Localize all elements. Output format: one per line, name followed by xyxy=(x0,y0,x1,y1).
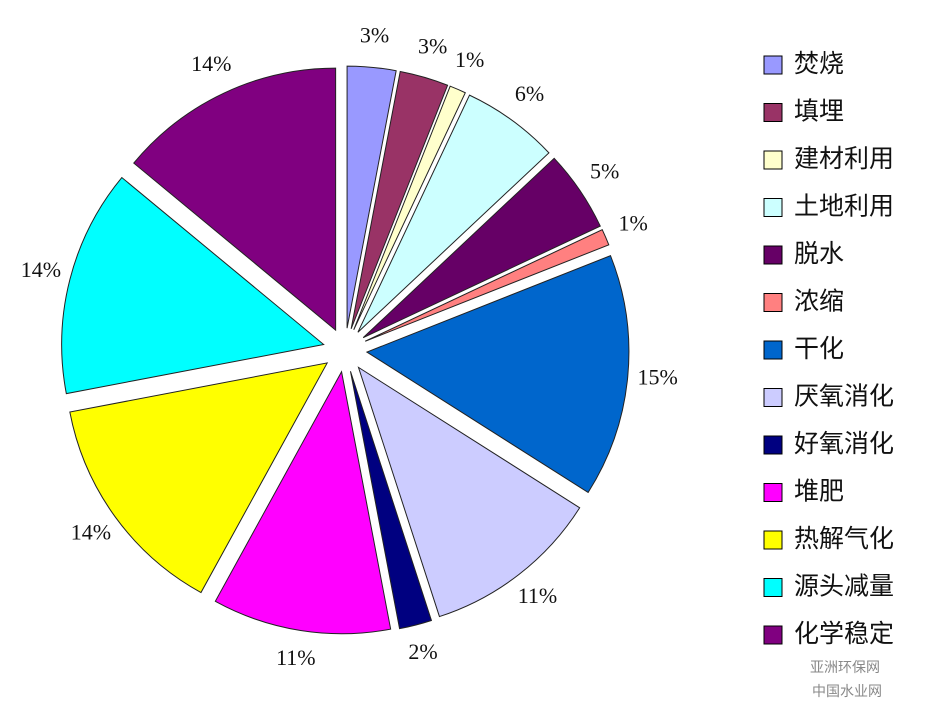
legend-label: 填埋 xyxy=(794,97,844,126)
legend-swatch xyxy=(763,578,783,597)
legend-label: 厌氧消化 xyxy=(794,382,894,411)
data-label: 3% xyxy=(360,22,389,47)
legend-swatch xyxy=(763,198,783,217)
pie-slice xyxy=(350,70,449,330)
legend-label: 热解气化 xyxy=(794,524,894,553)
pie-slice xyxy=(364,229,610,342)
legend-swatch xyxy=(763,293,783,312)
data-label: 14% xyxy=(191,51,231,76)
data-label: 15% xyxy=(637,365,677,390)
legend-label: 浓缩 xyxy=(794,287,844,316)
pie-slice xyxy=(61,176,325,395)
data-label: 3% xyxy=(418,34,447,59)
legend-label: 土地利用 xyxy=(794,192,894,221)
legend-label: 源头减量 xyxy=(794,572,894,601)
pie-slice xyxy=(346,65,397,329)
data-label: 6% xyxy=(515,81,544,106)
legend-label: 建材利用 xyxy=(794,144,894,173)
legend-swatch xyxy=(763,625,783,645)
legend-label: 堆肥 xyxy=(794,477,844,506)
data-label: 11% xyxy=(276,645,316,670)
pie-slice xyxy=(357,366,581,618)
legend-label: 焚烧 xyxy=(794,49,844,78)
legend-label: 脱水 xyxy=(794,239,844,268)
pie-slice xyxy=(349,371,433,630)
data-label: 14% xyxy=(71,520,111,545)
legend-swatch xyxy=(763,435,783,455)
data-label: 5% xyxy=(590,159,619,184)
data-label: 1% xyxy=(619,210,648,235)
legend-swatch xyxy=(763,483,783,502)
legend-swatch xyxy=(763,55,783,75)
pie-slice xyxy=(69,362,329,594)
data-label: 11% xyxy=(518,583,558,608)
legend-label: 干化 xyxy=(794,334,844,363)
data-label: 2% xyxy=(408,639,437,664)
legend-label: 好氧消化 xyxy=(794,429,894,458)
legend-swatch xyxy=(763,388,783,407)
legend-swatch xyxy=(763,340,783,360)
legend-swatch xyxy=(763,245,783,265)
watermark: 中国水业网 xyxy=(812,684,882,700)
pie-slice xyxy=(357,94,550,333)
watermark: 亚洲环保网 xyxy=(810,660,880,676)
legend-swatch xyxy=(763,150,783,170)
data-label: 14% xyxy=(21,257,61,282)
legend-swatch xyxy=(763,530,783,550)
data-label: 1% xyxy=(455,47,484,72)
pie-slice xyxy=(365,254,630,494)
pie-slice xyxy=(362,157,601,339)
legend-label: 化学稳定 xyxy=(794,619,894,648)
pie-slice xyxy=(353,85,466,331)
legend-swatch xyxy=(763,103,783,122)
pie-slice xyxy=(133,67,337,332)
pie-slice xyxy=(214,370,392,635)
